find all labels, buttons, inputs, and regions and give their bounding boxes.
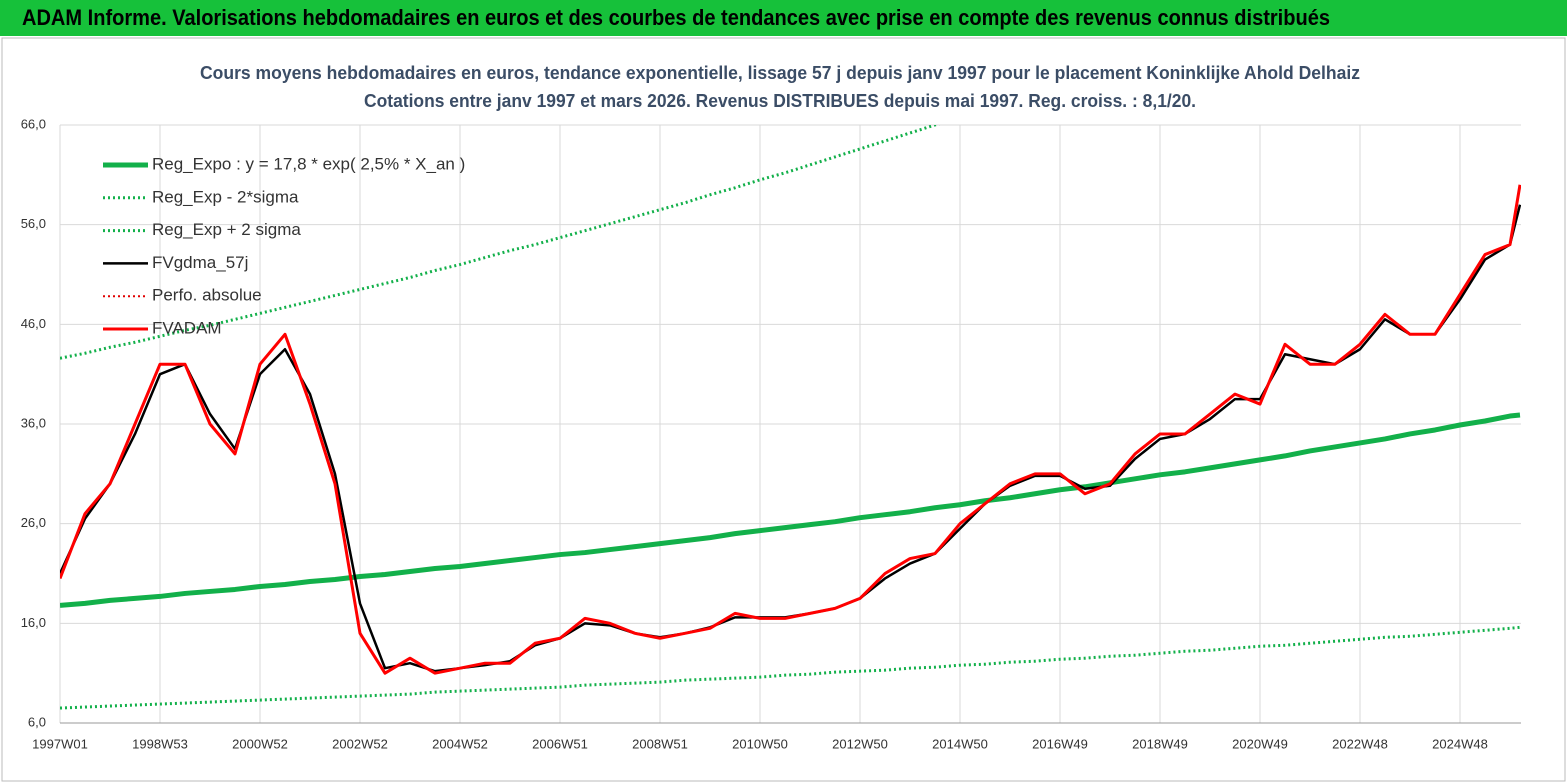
x-tick-label: 2006W51 <box>532 736 588 751</box>
x-tick-label: 1998W53 <box>132 736 188 751</box>
x-tick-label: 2000W52 <box>232 736 288 751</box>
series-line <box>60 412 1521 608</box>
legend-label: FVADAM <box>152 318 222 337</box>
y-tick-label: 66,0 <box>21 116 46 131</box>
legend-label: FVgdma_57j <box>152 253 248 272</box>
y-tick-label: 36,0 <box>21 415 46 430</box>
series-line <box>60 625 1521 710</box>
legend-label: Perfo. absolue <box>152 286 262 305</box>
x-tick-label: 2022W48 <box>1332 736 1388 751</box>
series-line <box>60 125 940 360</box>
x-tick-label: 2002W52 <box>332 736 388 751</box>
x-tick-label: 2012W50 <box>832 736 888 751</box>
x-tick-label: 1997W01 <box>32 736 88 751</box>
x-tick-label: 2016W49 <box>1032 736 1088 751</box>
chart-subtitle: Cotations entre janv 1997 et mars 2026. … <box>364 91 1196 111</box>
y-tick-label: 56,0 <box>21 216 46 231</box>
banner <box>0 0 1567 36</box>
legend-label: Reg_Expo : y = 17,8 * exp( 2,5% * X_an ) <box>152 154 465 173</box>
x-tick-label: 2024W48 <box>1432 736 1488 751</box>
legend-label: Reg_Exp - 2*sigma <box>152 187 299 206</box>
y-tick-label: 6,0 <box>28 714 46 729</box>
series-line <box>60 204 1521 673</box>
x-tick-label: 2014W50 <box>932 736 988 751</box>
series-line <box>60 184 1521 675</box>
x-tick-label: 2008W51 <box>632 736 688 751</box>
y-tick-label: 46,0 <box>21 316 46 331</box>
y-tick-label: 26,0 <box>21 515 46 530</box>
plot-area <box>60 125 1521 710</box>
x-tick-label: 2010W50 <box>732 736 788 751</box>
legend-label: Reg_Exp + 2 sigma <box>152 220 301 239</box>
y-tick-label: 16,0 <box>21 615 46 630</box>
banner-title: ADAM Informe. Valorisations hebdomadaire… <box>22 5 1330 30</box>
chart-title: Cours moyens hebdomadaires en euros, ten… <box>200 63 1360 83</box>
x-tick-label: 2018W49 <box>1132 736 1188 751</box>
x-tick-label: 2004W52 <box>432 736 488 751</box>
chart-border <box>1 37 1566 782</box>
x-tick-label: 2020W49 <box>1232 736 1288 751</box>
